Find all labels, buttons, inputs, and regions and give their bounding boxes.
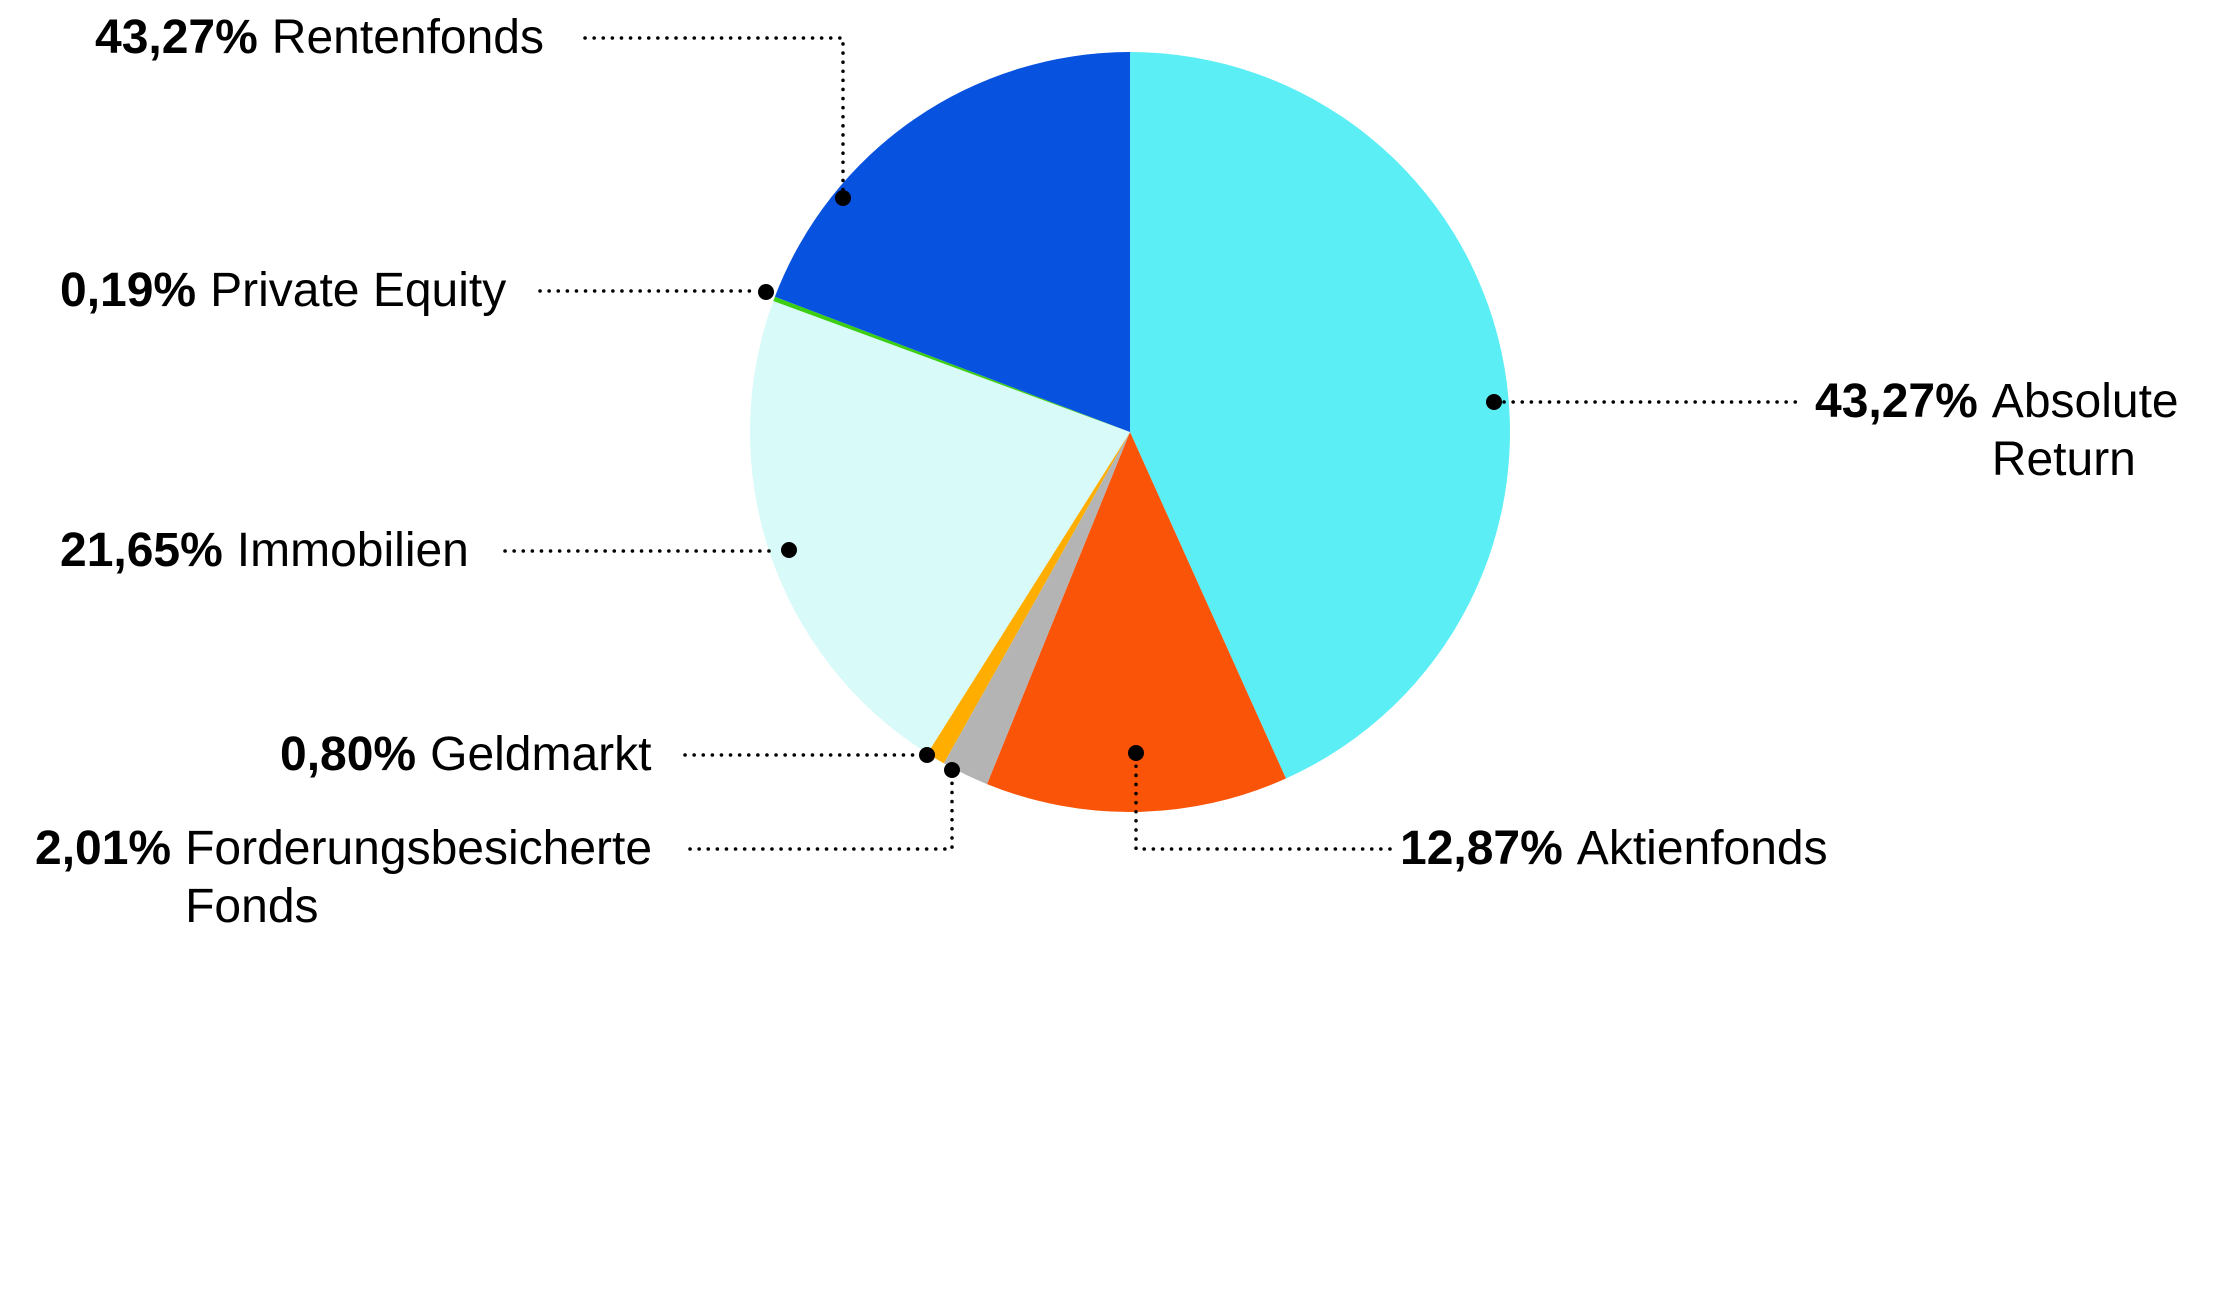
aktienfonds-name: Aktienfonds [1576,822,1828,875]
pie-slices [750,52,1511,812]
rentenfonds-dot [835,190,851,206]
label-absolute-return: 43,27% Absolute Return [1815,373,2197,489]
absolute-return-name: Absolute Return [1991,375,2179,486]
pie-slice-forderungsbesicherte-fonds [943,432,1130,785]
pie-slice-rentenfonds [774,52,1130,432]
label-aktienfonds: 12,87% Aktienfonds [1400,820,1828,878]
rentenfonds-percent: 43,27% [95,11,258,64]
private-equity-dot [758,284,774,300]
label-private-equity: 0,19% Private Equity [60,262,506,320]
label-rentenfonds: 43,27% Rentenfonds [95,9,544,67]
geldmarkt-name: Geldmarkt [430,728,652,781]
rentenfonds-name: Rentenfonds [271,11,544,64]
label-immobilien: 21,65% Immobilien [60,522,469,580]
pie-slice-absolute-return [1130,52,1511,779]
forderungsbesicherte-fonds-name: Forderungsbesicherte Fonds [185,822,653,933]
geldmarkt-dot [919,747,935,763]
rentenfonds-leader-line [583,36,845,194]
private-equity-name: Private Equity [210,264,507,317]
aktienfonds-leader-line [1134,762,1392,851]
immobilien-name: Immobilien [236,524,469,577]
immobilien-dot [781,542,797,558]
label-forderungsbesicherte-fonds: 2,01% Forderungsbesicherte Fonds [35,820,690,936]
forderungsbesicherte-fonds-percent: 2,01% [35,822,172,875]
aktienfonds-percent: 12,87% [1400,822,1563,875]
pie-slice-aktienfonds [987,432,1286,812]
absolute-return-percent: 43,27% [1815,375,1978,428]
absolute-return-dot [1486,394,1502,410]
immobilien-percent: 21,65% [60,524,223,577]
private-equity-percent: 0,19% [60,264,197,317]
pie-slice-private-equity [773,296,1130,432]
forderungsbesicherte-fonds-dot [944,762,960,778]
aktienfonds-dot [1128,745,1144,761]
pie-slice-immobilien [750,301,1130,754]
label-geldmarkt: 0,80% Geldmarkt [280,726,652,784]
pie-slice-geldmarkt [927,432,1130,764]
geldmarkt-percent: 0,80% [280,728,417,781]
forderungsbesicherte-fonds-leader-line [688,778,954,851]
